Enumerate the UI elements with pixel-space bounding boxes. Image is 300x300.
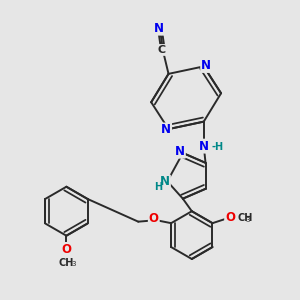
Text: N: N <box>175 145 185 158</box>
Text: -H: -H <box>211 142 223 152</box>
Text: 3: 3 <box>72 261 76 267</box>
Text: O: O <box>61 243 71 256</box>
Text: 3: 3 <box>246 217 250 223</box>
Text: C: C <box>158 45 166 55</box>
Text: N: N <box>161 124 171 136</box>
Text: N: N <box>199 140 209 153</box>
Text: N: N <box>160 176 170 188</box>
Text: CH: CH <box>59 257 74 268</box>
Text: O: O <box>149 212 159 226</box>
Text: N: N <box>154 22 164 35</box>
Text: H: H <box>154 182 162 192</box>
Text: O: O <box>225 211 235 224</box>
Text: N: N <box>201 59 211 72</box>
Text: CH: CH <box>238 213 253 223</box>
